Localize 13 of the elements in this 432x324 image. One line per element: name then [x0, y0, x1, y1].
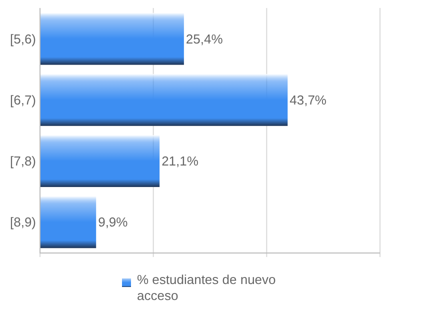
bar	[40, 135, 160, 188]
data-label: 25,4%	[186, 31, 224, 46]
y-tick-label: [6,7)	[10, 92, 36, 108]
legend-label: % estudiantes de nuevo acceso	[137, 272, 276, 303]
bar	[40, 196, 96, 248]
bar	[40, 12, 184, 65]
y-tick-label: [5,6)	[10, 31, 36, 46]
data-label: 9,9%	[98, 214, 128, 230]
data-label: 43,7%	[290, 92, 327, 108]
data-label: 21,1%	[162, 154, 199, 169]
bar	[40, 74, 288, 126]
y-tick-label: [7,8)	[10, 154, 36, 169]
y-tick-label: [8,9)	[10, 214, 36, 230]
